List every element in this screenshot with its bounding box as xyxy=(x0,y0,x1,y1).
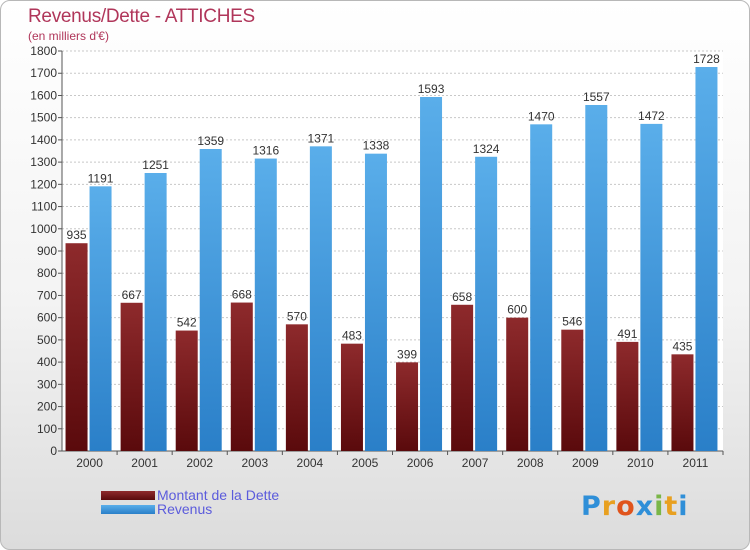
legend-swatch-revenus xyxy=(101,504,155,514)
bar-revenus xyxy=(585,105,608,451)
y-tick-label: 1600 xyxy=(30,88,57,102)
data-label-revenus: 1557 xyxy=(583,90,610,104)
y-tick-label: 400 xyxy=(37,355,57,369)
y-tick-label: 500 xyxy=(37,333,57,347)
bar-dette xyxy=(175,330,198,451)
data-label-dette: 667 xyxy=(122,288,142,302)
bar-revenus xyxy=(420,97,443,451)
y-tick-label: 1000 xyxy=(30,222,57,236)
bar-dette xyxy=(451,304,474,451)
logo-letter: i xyxy=(678,491,689,522)
bar-revenus xyxy=(695,67,718,451)
x-tick-label: 2000 xyxy=(76,456,103,470)
bar-dette xyxy=(396,362,419,451)
logo-letter: t xyxy=(664,491,679,522)
data-label-revenus: 1371 xyxy=(308,131,335,145)
x-tick-label: 2011 xyxy=(683,456,709,470)
data-label-dette: 658 xyxy=(452,290,472,304)
y-tick-label: 600 xyxy=(37,311,57,325)
chart-subtitle: (en milliers d'€) xyxy=(28,29,109,43)
logo-letter: P xyxy=(581,491,602,522)
x-tick-label: 2010 xyxy=(627,456,654,470)
data-label-revenus: 1316 xyxy=(252,144,279,158)
bar-revenus xyxy=(89,186,112,452)
y-tick-label: 1700 xyxy=(30,66,57,80)
bar-dette xyxy=(671,354,694,451)
y-tick-label: 1300 xyxy=(30,155,57,169)
data-label-dette: 935 xyxy=(67,228,87,242)
bar-dette xyxy=(340,343,363,451)
data-label-revenus: 1251 xyxy=(142,158,169,172)
legend-label-dette: Montant de la Dette xyxy=(157,487,280,503)
data-label-dette: 600 xyxy=(507,303,527,317)
bar-dette xyxy=(616,341,639,451)
data-label-dette: 399 xyxy=(397,347,417,361)
bar-revenus xyxy=(254,158,277,452)
data-label-revenus: 1191 xyxy=(88,171,114,185)
bar-revenus xyxy=(640,123,663,451)
data-label-dette: 570 xyxy=(287,309,307,323)
data-label-revenus: 1359 xyxy=(197,134,224,148)
bar-dette xyxy=(120,302,143,451)
bar-dette xyxy=(65,243,88,451)
bar-revenus xyxy=(309,146,332,452)
data-label-revenus: 1593 xyxy=(418,82,445,96)
data-label-dette: 542 xyxy=(177,316,197,330)
bar-dette xyxy=(230,302,253,451)
data-label-dette: 668 xyxy=(232,288,252,302)
chart-title: Revenus/Dette - ATTICHES xyxy=(28,6,255,27)
bar-revenus xyxy=(144,173,167,451)
y-tick-label: 200 xyxy=(37,400,57,414)
legend-item-dette: Montant de la Dette xyxy=(101,487,279,503)
data-label-revenus: 1728 xyxy=(693,52,720,66)
x-tick-label: 2001 xyxy=(131,456,158,470)
y-tick-label: 1500 xyxy=(30,111,57,125)
x-tick-label: 2006 xyxy=(407,456,434,470)
data-label-dette: 483 xyxy=(342,329,362,343)
bar-revenus xyxy=(530,124,553,451)
y-tick-label: 0 xyxy=(50,444,57,458)
x-tick-label: 2002 xyxy=(186,456,213,470)
bar-revenus xyxy=(475,156,498,451)
data-label-revenus: 1338 xyxy=(363,139,390,153)
data-label-dette: 546 xyxy=(562,315,582,329)
data-label-revenus: 1324 xyxy=(473,142,500,156)
logo-letter: r xyxy=(601,491,617,522)
y-tick-label: 1100 xyxy=(31,200,57,214)
x-tick-label: 2003 xyxy=(241,456,268,470)
logo-letter: x xyxy=(635,491,655,522)
proxiti-logo: Proxiti xyxy=(581,491,689,522)
x-tick-label: 2009 xyxy=(572,456,599,470)
data-label-revenus: 1470 xyxy=(528,109,555,123)
logo-letter: o xyxy=(616,491,636,522)
y-tick-label: 1400 xyxy=(30,133,57,147)
y-tick-label: 300 xyxy=(37,377,57,391)
y-tick-label: 100 xyxy=(37,422,57,436)
logo-letter: i xyxy=(654,491,665,522)
plot-area xyxy=(62,51,723,451)
y-tick-label: 700 xyxy=(37,288,57,302)
bar-dette xyxy=(561,329,584,451)
legend-item-revenus: Revenus xyxy=(101,501,212,517)
data-label-dette: 491 xyxy=(617,327,637,341)
y-tick-label: 1800 xyxy=(30,44,57,58)
x-tick-label: 2008 xyxy=(517,456,544,470)
bar-revenus xyxy=(364,153,387,451)
x-tick-label: 2007 xyxy=(462,456,489,470)
legend-swatch-dette xyxy=(101,490,155,500)
legend-label-revenus: Revenus xyxy=(157,501,213,517)
y-tick-label: 1200 xyxy=(30,177,57,191)
bar-revenus xyxy=(199,149,222,451)
bar-dette xyxy=(285,324,308,451)
y-tick-label: 800 xyxy=(37,266,57,280)
y-tick-label: 900 xyxy=(37,244,57,258)
data-label-dette: 435 xyxy=(672,339,692,353)
bar-dette xyxy=(506,317,529,451)
data-label-revenus: 1472 xyxy=(638,109,665,123)
x-tick-label: 2005 xyxy=(352,456,379,470)
x-tick-label: 2004 xyxy=(297,456,324,470)
